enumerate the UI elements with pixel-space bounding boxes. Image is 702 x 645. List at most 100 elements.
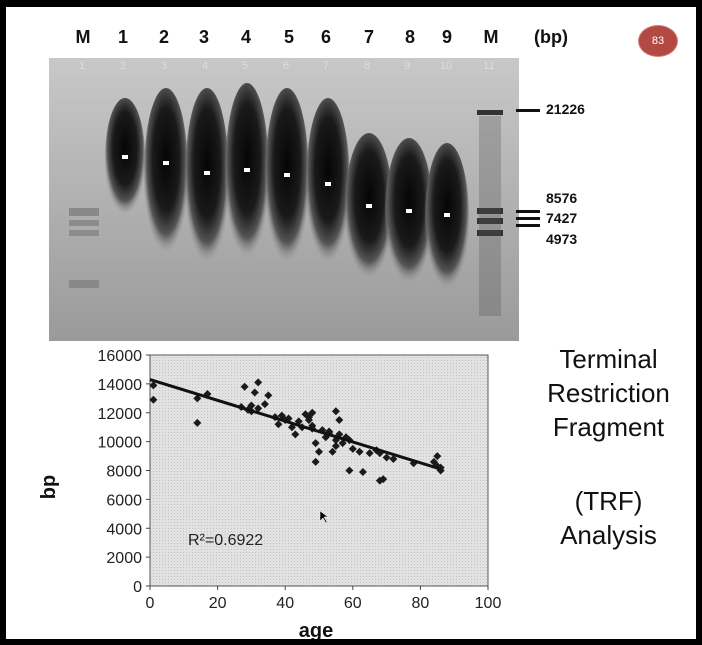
data-point — [247, 401, 256, 410]
data-point — [304, 415, 313, 424]
marker-label-7427: 7427 — [546, 210, 578, 226]
y-tick-label: 10000 — [98, 435, 143, 452]
data-point — [250, 388, 259, 397]
gel-lane-number: 4 — [201, 60, 209, 72]
marker-lane-right — [477, 110, 503, 316]
data-point — [389, 454, 398, 463]
data-point — [193, 394, 202, 403]
lane-label-5: 5 — [283, 27, 295, 47]
data-point — [254, 404, 263, 413]
gel-lane-number: 10 — [439, 60, 453, 72]
y-tick-label: 2000 — [106, 550, 142, 567]
gel-lane-number: 1 — [78, 60, 86, 72]
data-point — [294, 417, 303, 426]
data-point — [335, 415, 344, 424]
marker-label-8576: 8576 — [546, 190, 578, 206]
data-point — [311, 439, 320, 448]
mouse-cursor-icon — [319, 510, 329, 524]
data-point — [345, 466, 354, 475]
lane-label-2: 2 — [158, 27, 170, 47]
gel-lane-number: 5 — [241, 60, 249, 72]
y-tick-label: 16000 — [98, 348, 143, 365]
trendline — [149, 378, 442, 471]
y-tick-label: 8000 — [106, 464, 142, 481]
sample-lanes — [105, 83, 469, 293]
x-tick-label: 40 — [276, 595, 294, 612]
r-squared-annotation: R²=0.6922 — [188, 532, 263, 549]
data-point — [274, 420, 283, 429]
x-axis-label: age — [299, 620, 333, 639]
marker-label-21226: 21226 — [546, 101, 585, 117]
data-point — [331, 436, 340, 445]
y-axis-ticks: 0 2000 4000 6000 8000 10000 12000 14000 16000 — [98, 348, 150, 596]
data-point — [375, 449, 384, 458]
title-line: Terminal — [559, 344, 658, 374]
slide-number-badge: 83 — [638, 25, 678, 57]
data-point — [203, 389, 212, 398]
x-tick-label: 60 — [344, 595, 362, 612]
gel-lane-number: 7 — [322, 60, 330, 72]
marker-line — [516, 210, 540, 213]
marker-line — [516, 109, 540, 112]
y-axis-label: bp — [38, 475, 60, 499]
data-point — [149, 395, 158, 404]
slide: M 1 2 3 4 5 6 7 8 9 M (bp) 83 — [6, 7, 696, 639]
lane-label-6: 6 — [320, 27, 332, 47]
data-point — [342, 433, 351, 442]
data-point — [301, 410, 310, 419]
lane-label-8: 8 — [404, 27, 416, 47]
data-point — [260, 400, 269, 409]
lane-label-marker-right: M — [483, 27, 499, 47]
y-tick-label: 12000 — [98, 406, 143, 423]
gel-lane-number: 9 — [403, 60, 411, 72]
lane-label-marker-left: M — [75, 27, 91, 47]
data-point — [149, 381, 158, 390]
x-axis-ticks: 0 20 40 60 80 100 — [146, 586, 502, 612]
data-point — [433, 452, 442, 461]
gel-bands — [49, 58, 519, 341]
marker-lane-left — [69, 208, 99, 288]
data-point — [315, 447, 323, 456]
y-tick-label: 0 — [133, 579, 142, 596]
gel-lane-number: 2 — [119, 60, 127, 72]
data-point — [264, 391, 273, 400]
gel-lane-number: 3 — [160, 60, 168, 72]
data-point — [328, 447, 337, 456]
data-point — [382, 453, 391, 462]
title-line: Fragment — [552, 412, 665, 442]
gel-lane-number: 8 — [363, 60, 371, 72]
marker-label-4973: 4973 — [546, 231, 578, 247]
lane-label-7: 7 — [363, 27, 375, 47]
data-point — [308, 408, 317, 417]
lane-label-4: 4 — [240, 27, 252, 47]
data-point — [433, 462, 442, 471]
data-point — [331, 441, 340, 450]
gel-unit-label: (bp) — [534, 27, 568, 47]
y-tick-label: 4000 — [106, 521, 142, 538]
x-tick-label: 0 — [146, 595, 155, 612]
data-point — [311, 457, 320, 466]
data-point — [193, 418, 202, 427]
data-point — [291, 430, 300, 439]
gel-lane-number: 6 — [282, 60, 290, 72]
title-line: Analysis — [560, 520, 657, 550]
marker-line — [516, 217, 540, 220]
title-abbreviation: (TRF) — [574, 486, 643, 516]
gel-lane-number: 11 — [483, 60, 495, 72]
lane-mean-markers — [122, 155, 450, 217]
data-point — [240, 382, 249, 391]
y-tick-label: 6000 — [106, 492, 142, 509]
x-tick-label: 100 — [475, 595, 502, 612]
y-tick-label: 14000 — [98, 377, 143, 394]
gel-image: 1 2 3 4 5 6 7 8 9 10 11 — [49, 58, 519, 341]
lane-label-9: 9 — [441, 27, 453, 47]
marker-line — [516, 224, 540, 227]
data-point — [355, 447, 364, 456]
x-tick-label: 80 — [412, 595, 430, 612]
data-point — [254, 378, 263, 387]
trf-scatter-chart: 0 2000 4000 6000 8000 10000 12000 14000 16000 0 2… — [38, 348, 502, 639]
data-point — [358, 467, 367, 476]
data-point — [379, 475, 388, 484]
data-point — [277, 411, 286, 420]
lane-label-3: 3 — [198, 27, 210, 47]
